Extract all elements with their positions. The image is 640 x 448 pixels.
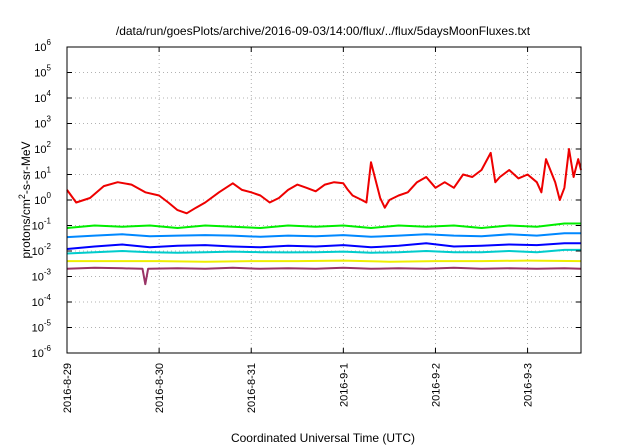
y-tick-exponent: 3 [47,115,52,124]
y-tick-exponent: 0 [47,191,52,200]
y-tick-exponent: 4 [47,89,52,98]
y-tick-labels: 10-610-510-410-310-210-11001011021031041… [32,38,52,360]
y-axis-label-suffix: -s-sr-MeV [19,141,33,194]
series-line-1 [66,148,582,215]
y-tick-label: 10-6 [32,344,52,360]
x-tick-label: 2016-9-3 [523,363,535,407]
series-line-2 [66,222,581,229]
y-tick-label: 10-1 [32,217,52,233]
y-tick-label: 100 [34,191,51,207]
x-tick-label: 2016-8-30 [154,363,166,413]
x-tick-label: 2016-9-2 [430,363,442,407]
y-tick-exponent: 6 [47,38,52,47]
y-tick-label: 10-5 [32,319,52,335]
series-line-7 [66,266,582,286]
y-tick-exponent: -2 [44,242,52,251]
y-axis-label-prefix: protons/cm [19,199,33,258]
chart-title: /data/run/goesPlots/archive/2016-09-03/1… [116,24,531,38]
y-tick-label: 10-4 [32,293,52,309]
ticks [66,46,581,354]
y-tick-exponent: 5 [47,64,52,73]
y-tick-exponent: -6 [44,344,52,353]
y-tick-exponent: -1 [44,217,52,226]
series-group [66,148,582,286]
y-tick-label: 101 [34,166,51,182]
y-tick-label: 102 [34,140,51,156]
series-line-6 [67,259,582,263]
y-tick-exponent: -4 [44,293,52,302]
grid [67,47,581,353]
y-tick-label: 105 [34,64,51,80]
y-tick-label: 10-3 [32,268,52,284]
x-tick-label: 2016-8-31 [246,363,258,413]
series-line-4 [66,232,581,239]
y-tick-exponent: -3 [44,268,52,277]
y-tick-label: 104 [34,89,51,105]
y-tick-exponent: 1 [47,166,52,175]
x-tick-label: 2016-9-1 [338,363,350,407]
x-tick-label: 2016-8-29 [62,363,74,413]
y-axis-label: protons/cm2-s-sr-MeV [17,141,33,258]
y-tick-exponent: 2 [47,140,52,149]
y-axis-label-superscript: 2 [17,194,27,199]
x-axis-label: Coordinated Universal Time (UTC) [231,431,415,445]
series-line-3 [66,242,581,250]
y-tick-exponent: -5 [44,319,52,328]
series-line-5 [66,248,581,255]
y-tick-label: 106 [34,38,51,54]
y-tick-label: 103 [34,115,51,131]
x-tick-labels: 2016-8-29 2016-8-30 2016-8-31 2016-9-1 2016-… [62,363,535,413]
y-tick-label: 10-2 [32,242,52,258]
